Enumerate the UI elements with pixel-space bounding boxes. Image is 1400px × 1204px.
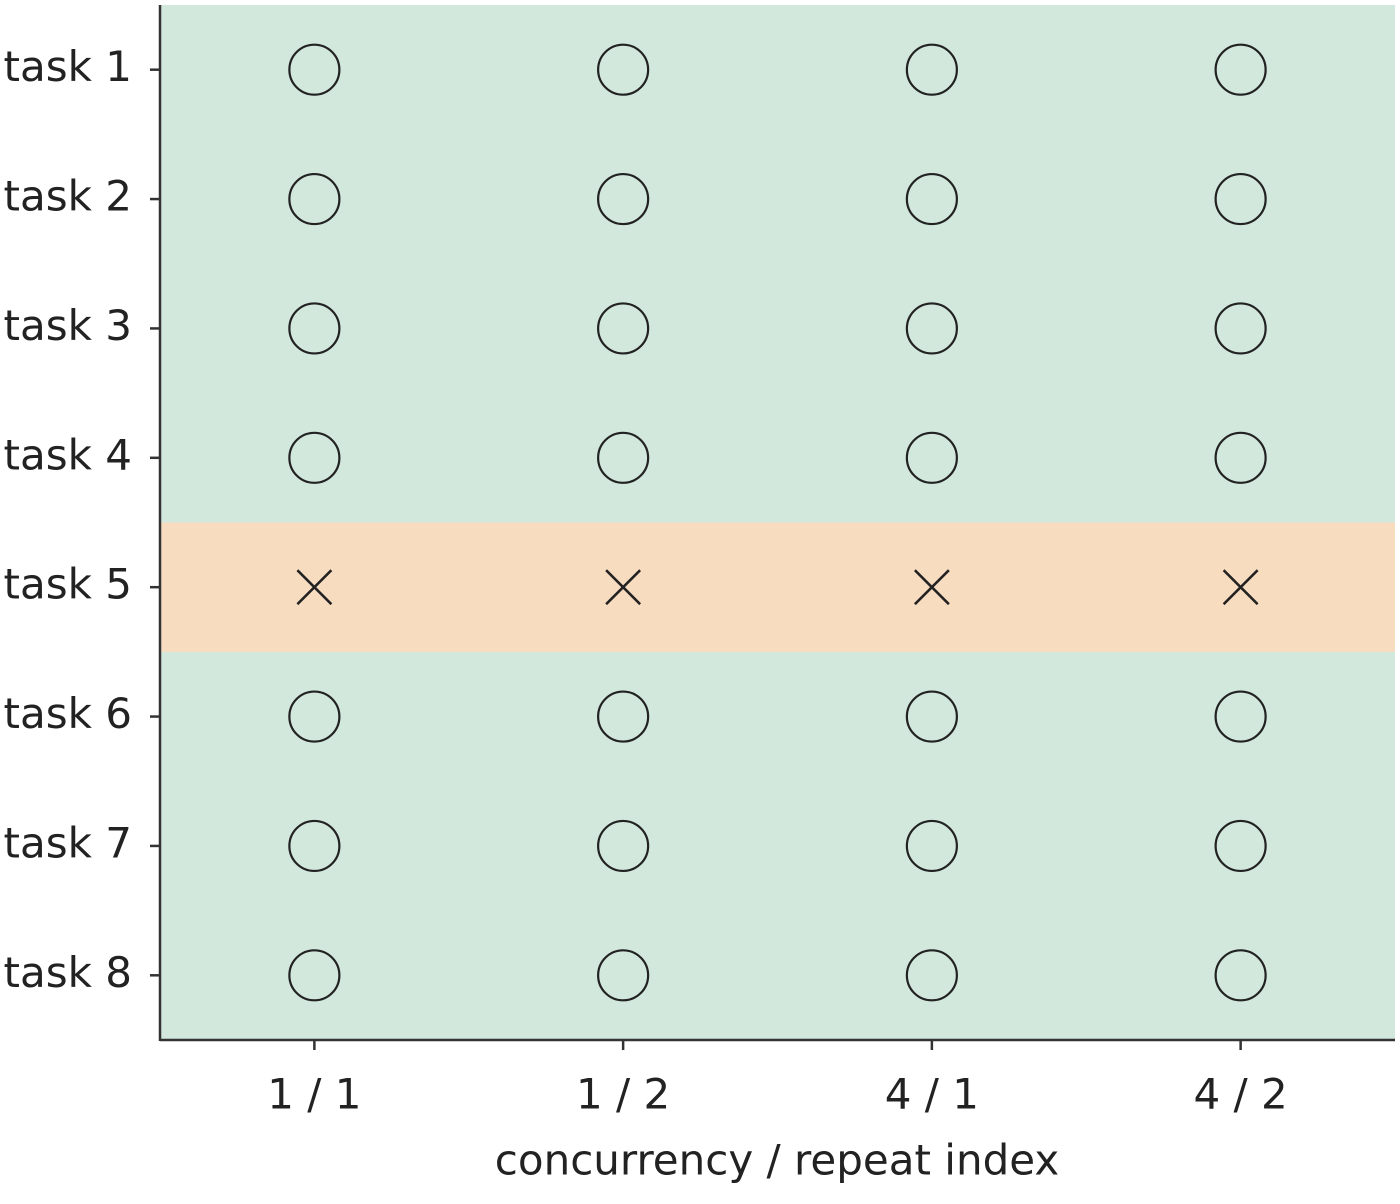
x-tick-label: 4 / 2 — [1193, 1070, 1287, 1119]
pass-marker — [905, 431, 958, 484]
y-tick-label: task 6 — [4, 689, 132, 738]
row-band — [160, 781, 1395, 912]
pass-marker — [288, 431, 341, 484]
pass-marker — [1214, 302, 1267, 355]
pass-marker — [905, 949, 958, 1002]
pass-marker — [597, 690, 650, 743]
pass-marker — [1214, 949, 1267, 1002]
x-tick-label: 1 / 1 — [267, 1070, 361, 1119]
y-tick-label: task 5 — [4, 560, 132, 609]
row-band — [160, 263, 1395, 394]
y-tick-label: task 2 — [4, 172, 132, 221]
pass-marker — [597, 43, 650, 96]
pass-marker — [905, 819, 958, 873]
pass-marker — [288, 302, 341, 355]
row-band — [160, 393, 1395, 523]
pass-marker — [597, 302, 650, 355]
pass-marker — [1214, 819, 1267, 873]
pass-marker — [288, 172, 341, 226]
pass-marker — [905, 690, 958, 743]
y-tick-label: task 3 — [4, 301, 132, 350]
x-tick-label: 4 / 1 — [885, 1070, 979, 1119]
fail-marker — [296, 569, 333, 606]
pass-marker — [1214, 43, 1267, 96]
x-tick-label: 1 / 2 — [576, 1070, 670, 1119]
row-band — [160, 5, 1395, 135]
fail-marker — [913, 569, 950, 606]
x-axis-label: concurrency / repeat index — [495, 1136, 1059, 1185]
pass-marker — [1214, 431, 1267, 484]
row-band — [160, 522, 1395, 653]
pass-marker — [1214, 690, 1267, 743]
y-tick-label: task 8 — [4, 948, 132, 997]
y-tick-label: task 7 — [4, 818, 132, 867]
pass-marker — [597, 949, 650, 1002]
pass-marker — [597, 819, 650, 873]
row-band — [160, 910, 1395, 1041]
pass-marker — [288, 690, 341, 743]
pass-marker — [905, 172, 958, 226]
y-tick-label: task 1 — [4, 42, 132, 91]
pass-marker — [288, 949, 341, 1002]
pass-marker — [905, 43, 958, 96]
pass-marker — [597, 431, 650, 484]
pass-marker — [288, 43, 341, 96]
pass-marker — [597, 172, 650, 226]
fail-marker — [1222, 569, 1259, 606]
fail-marker — [605, 569, 642, 606]
pass-marker — [905, 302, 958, 355]
y-tick-label: task 4 — [4, 430, 132, 479]
row-band — [160, 651, 1395, 782]
pass-marker — [288, 819, 341, 873]
pass-marker — [1214, 172, 1267, 226]
row-band — [160, 134, 1395, 265]
